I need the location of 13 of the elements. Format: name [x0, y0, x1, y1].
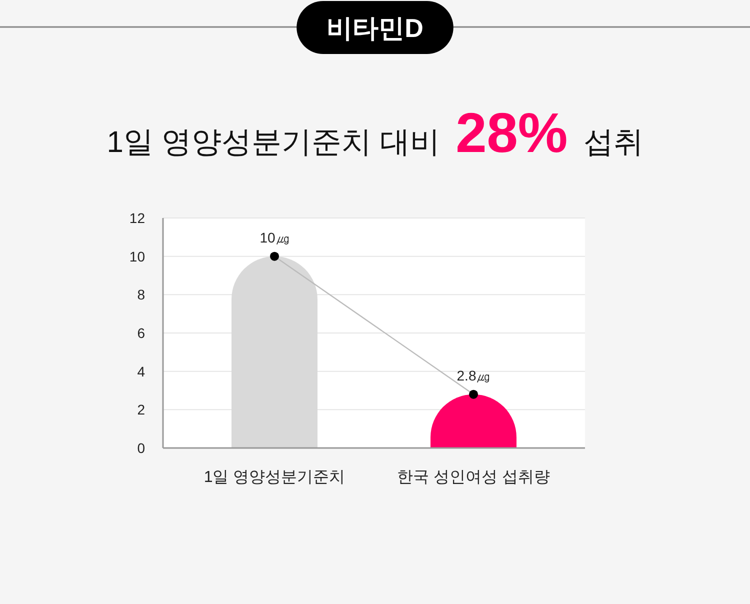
- chart-title: 비타민D: [326, 13, 424, 43]
- y-tick-label: 8: [137, 286, 146, 303]
- x-tick-label: 1일 영양성분기준치: [204, 469, 346, 486]
- y-tick-label: 4: [137, 363, 146, 380]
- data-label: 10㎍: [260, 229, 290, 246]
- y-tick-label: 10: [129, 248, 146, 264]
- y-tick-label: 0: [137, 440, 146, 456]
- x-tick-label: 한국 성인여성 섭취량: [397, 469, 550, 486]
- data-label: 2.8㎍: [456, 367, 490, 384]
- y-tick-label: 12: [129, 210, 146, 226]
- y-tick-label: 2: [137, 402, 146, 418]
- chart-subtitle: 1일 영양성분기준치 대비 28% 섭취: [106, 101, 644, 164]
- y-tick-label: 6: [137, 325, 146, 341]
